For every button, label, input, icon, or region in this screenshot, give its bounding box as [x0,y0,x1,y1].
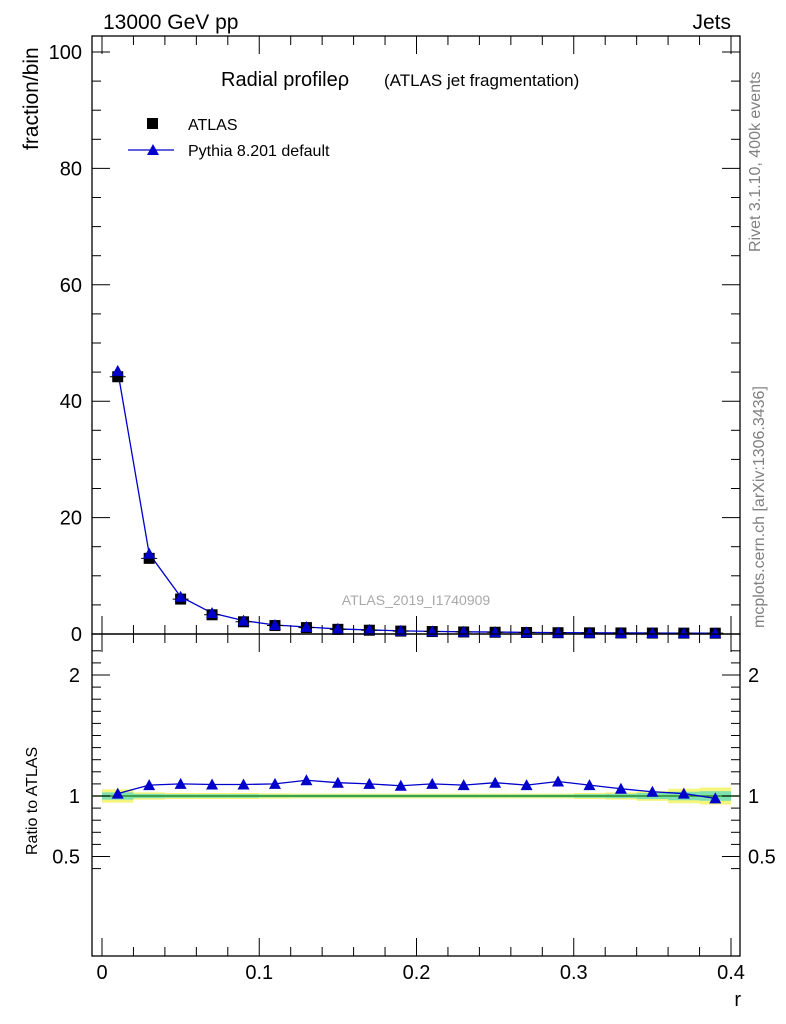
mc-point [143,547,156,559]
main-ytick-label: 100 [49,42,82,64]
ratio-xtick-label: 0.2 [403,962,431,984]
mc-point [646,627,659,639]
ratio-ytick-label-left: 0.5 [52,847,80,869]
main-axis-ticks: 0 20 40 60 80 100 [49,36,740,646]
ratio-mc-line [117,779,716,800]
ratio-mc-point [426,777,439,789]
main-ylabel: fraction/bin [20,47,43,150]
mc-point [111,364,124,376]
ratio-series [111,774,722,804]
ratio-mc-point [520,779,533,791]
mc-point [268,618,281,630]
ratio-mc-point [174,777,187,789]
mc-point [174,590,187,602]
ratio-xlabel: r [734,989,741,1011]
ratio-mc-point [646,785,659,797]
legend-label-atlas: ATLAS [188,117,238,134]
main-ytick-label: 0 [71,624,82,646]
mc-point [583,626,596,638]
header-left: 13000 GeV pp [103,11,238,34]
legend: ATLAS Pythia 8.201 default [128,117,330,160]
ratio-mc-point [677,787,690,799]
main-panel: 0 20 40 60 80 100 Radial profileρ (ATLAS jet … [20,35,741,646]
rivet-label: Rivet 3.1.10, 400k events [747,71,764,252]
ratio-mc-point [614,782,627,794]
ratio-mc-point [394,779,407,791]
mc-point [237,614,250,626]
ratio-mc-point [709,792,722,804]
ratio-xtick-label: 0.4 [717,962,745,984]
ratio-ytick-label-left: 2 [69,665,80,687]
atlas-point [112,371,124,383]
ratio-panel: 0.5 0.5 1 1 2 2 0 0.1 0.2 0.3 0.4 Ratio to ATLAS r [24,633,776,1011]
header-right: Jets [692,11,731,34]
analysis-label: ATLAS_2019_I1740909 [342,592,491,608]
ratio-ytick-label-right: 0.5 [748,847,776,869]
mc-point [677,627,690,639]
mc-point [300,621,313,633]
ratio-ylabel: Ratio to ATLAS [24,747,41,855]
ratio-mc-point [331,776,344,788]
ratio-mc-point [583,779,596,791]
ratio-ytick-label-right: 2 [748,665,759,687]
ratio-uncertainty-band [92,787,740,805]
chart-title: Radial profileρ [221,69,349,91]
ratio-xtick-label: 0.1 [245,962,273,984]
mc-point [394,624,407,636]
ratio-mc-point [489,776,502,788]
ratio-axis-ticks: 0.5 0.5 1 1 2 2 0 0.1 0.2 0.3 0.4 [52,634,776,984]
mc-point [614,626,627,638]
main-ytick-label: 60 [60,275,82,297]
legend-label-mc: Pythia 8.201 default [188,143,330,160]
mc-point [709,627,722,639]
ratio-xtick-label: 0.3 [560,962,588,984]
legend-marker-atlas [147,118,158,129]
ratio-mc-point [457,779,470,791]
mc-point [331,622,344,634]
mc-point [206,607,219,619]
ratio-mc-point [363,777,376,789]
main-ytick-label: 20 [60,508,82,530]
ratio-mc-point [268,777,281,789]
ratio-mc-point [143,779,156,791]
ratio-mc-point [237,778,250,790]
ratio-mc-point [206,778,219,790]
chart-subtitle: (ATLAS jet fragmentation) [384,71,579,90]
main-ytick-label: 40 [60,391,82,413]
legend-marker-mc [147,144,159,155]
mcplots-label: mcplots.cern.ch [arXiv:1306.3436] [751,386,768,628]
ratio-mc-point [111,787,124,799]
ratio-xtick-label: 0 [96,962,107,984]
ratio-mc-point [300,774,313,786]
ratio-mc-point [552,775,565,787]
ratio-ytick-label-right: 1 [748,786,759,808]
mc-point [363,623,376,635]
ratio-ytick-label-left: 1 [69,786,80,808]
main-ytick-label: 80 [60,158,82,180]
mc-point [552,626,565,638]
